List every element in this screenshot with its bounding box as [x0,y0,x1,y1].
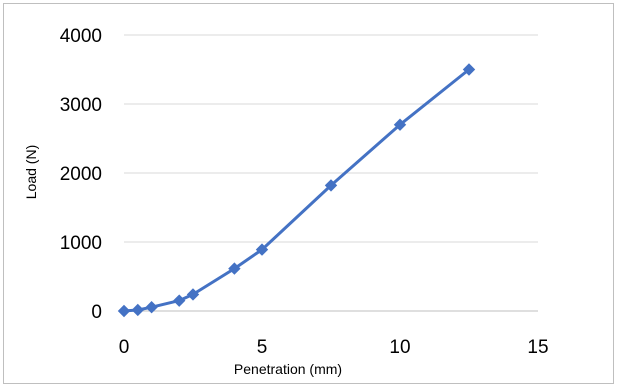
chart-area [3,3,614,384]
series-line [122,68,471,313]
data-point-marker [145,300,158,314]
data-point-marker [255,243,269,256]
y-axis-title: Load (N) [23,145,39,199]
x-tick-label: 10 [389,337,410,358]
gridlines [124,34,538,312]
y-tick-label: 1000 [60,233,102,254]
data-point-marker [172,294,186,307]
y-tick-label: 4000 [60,26,102,47]
data-point-marker [131,303,145,317]
data-point-marker [186,288,200,301]
data-point-marker [393,118,407,131]
y-axis-tick-labels: 0 1000 2000 3000 4000 [60,26,102,323]
x-tick-label: 0 [119,337,130,358]
y-tick-label: 2000 [60,164,102,185]
y-tick-label: 3000 [60,95,102,116]
x-tick-label: 5 [257,337,268,358]
y-tick-label: 0 [91,302,102,323]
data-point-marker [462,63,476,76]
data-point-marker [117,304,131,318]
x-axis-tick-labels: 0 5 10 15 [119,337,549,358]
data-point-marker [324,179,338,192]
x-tick-label: 15 [527,337,548,358]
data-point-marker [228,262,241,275]
data-series [117,63,476,318]
x-axis-title: Penetration (mm) [234,361,342,377]
